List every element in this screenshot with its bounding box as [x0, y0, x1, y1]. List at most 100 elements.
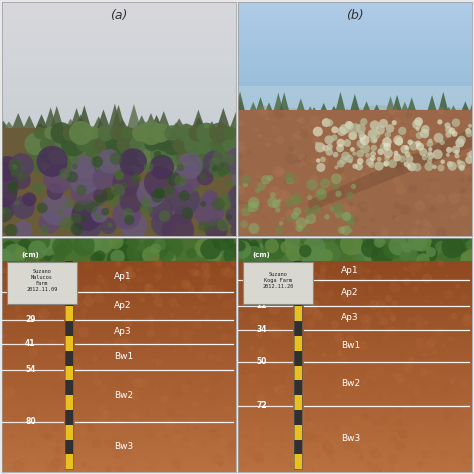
Circle shape: [399, 155, 406, 163]
Circle shape: [144, 163, 154, 172]
Circle shape: [138, 364, 140, 367]
Text: (a): (a): [110, 9, 128, 22]
Polygon shape: [114, 119, 131, 133]
Circle shape: [22, 192, 36, 207]
Circle shape: [230, 221, 249, 240]
Circle shape: [383, 149, 393, 158]
Bar: [238, 88, 472, 91]
Bar: [238, 47, 472, 51]
Circle shape: [348, 228, 353, 233]
Circle shape: [95, 155, 116, 176]
Circle shape: [147, 316, 155, 323]
Bar: [238, 371, 472, 374]
Circle shape: [77, 158, 92, 173]
Circle shape: [409, 141, 418, 150]
Circle shape: [176, 304, 180, 307]
Circle shape: [434, 420, 440, 426]
Circle shape: [415, 420, 424, 429]
Circle shape: [403, 467, 407, 472]
Bar: [2, 345, 236, 348]
Bar: [238, 13, 472, 17]
Circle shape: [297, 118, 301, 122]
Circle shape: [330, 433, 339, 443]
Circle shape: [31, 443, 34, 447]
Circle shape: [157, 340, 161, 344]
Circle shape: [353, 446, 362, 454]
Bar: [65, 261, 73, 276]
Circle shape: [112, 338, 118, 345]
Circle shape: [108, 194, 120, 206]
Circle shape: [205, 142, 230, 167]
Polygon shape: [91, 116, 107, 133]
Circle shape: [115, 338, 122, 346]
Circle shape: [111, 244, 135, 267]
Circle shape: [299, 406, 310, 417]
Circle shape: [414, 165, 419, 170]
Bar: [2, 445, 236, 448]
Circle shape: [73, 365, 82, 374]
Circle shape: [377, 274, 383, 280]
Polygon shape: [134, 115, 150, 133]
Circle shape: [121, 319, 128, 327]
Circle shape: [16, 314, 24, 323]
Circle shape: [267, 197, 278, 208]
Circle shape: [84, 259, 94, 270]
Circle shape: [101, 428, 112, 438]
Text: Bw1: Bw1: [341, 341, 360, 350]
Circle shape: [60, 217, 73, 230]
Circle shape: [219, 290, 226, 297]
Bar: [238, 93, 472, 96]
Polygon shape: [43, 108, 59, 133]
Circle shape: [396, 435, 400, 440]
Polygon shape: [405, 97, 419, 119]
Bar: [238, 465, 472, 469]
Circle shape: [222, 298, 234, 310]
Bar: [238, 45, 472, 48]
Circle shape: [450, 214, 455, 219]
Bar: [238, 112, 472, 116]
Circle shape: [368, 463, 378, 472]
Bar: [294, 320, 302, 336]
Circle shape: [51, 457, 63, 469]
Circle shape: [224, 433, 228, 437]
Polygon shape: [233, 91, 247, 119]
Circle shape: [430, 421, 434, 425]
Circle shape: [277, 250, 294, 267]
Circle shape: [245, 346, 255, 356]
Circle shape: [346, 192, 354, 199]
Circle shape: [356, 150, 364, 158]
Bar: [65, 336, 73, 351]
Bar: [2, 447, 236, 451]
Circle shape: [413, 387, 422, 395]
Circle shape: [100, 389, 104, 393]
Circle shape: [18, 451, 24, 457]
Circle shape: [255, 174, 258, 178]
Circle shape: [8, 159, 22, 173]
Circle shape: [439, 140, 445, 145]
Circle shape: [17, 171, 27, 181]
Circle shape: [359, 198, 370, 209]
Bar: [294, 262, 302, 469]
Circle shape: [152, 241, 175, 264]
Circle shape: [351, 344, 357, 349]
Circle shape: [368, 149, 376, 157]
Circle shape: [343, 296, 346, 299]
Bar: [238, 266, 472, 270]
Circle shape: [426, 339, 435, 349]
Polygon shape: [241, 105, 258, 133]
Circle shape: [436, 193, 441, 197]
Circle shape: [386, 439, 391, 444]
Circle shape: [256, 331, 263, 338]
Bar: [294, 291, 302, 306]
Circle shape: [198, 417, 202, 421]
Bar: [238, 105, 472, 109]
Circle shape: [86, 370, 95, 379]
Circle shape: [202, 361, 205, 364]
Circle shape: [400, 231, 404, 235]
Bar: [2, 128, 236, 131]
Circle shape: [253, 315, 261, 324]
Circle shape: [217, 325, 222, 329]
Polygon shape: [126, 104, 142, 133]
Circle shape: [100, 296, 108, 304]
Circle shape: [146, 283, 151, 288]
